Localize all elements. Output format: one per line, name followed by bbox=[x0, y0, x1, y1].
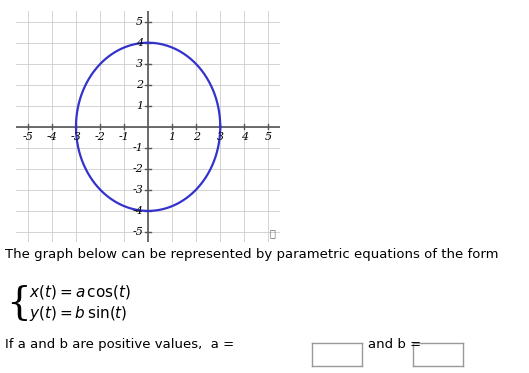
Text: The graph below can be represented by parametric equations of the form: The graph below can be represented by pa… bbox=[5, 248, 499, 261]
Text: -5: -5 bbox=[22, 132, 33, 142]
Text: and b =: and b = bbox=[368, 338, 421, 351]
Text: -3: -3 bbox=[132, 185, 143, 195]
Text: If a and b are positive values,  a =: If a and b are positive values, a = bbox=[5, 338, 234, 351]
Text: -3: -3 bbox=[70, 132, 81, 142]
Text: 🔍: 🔍 bbox=[269, 228, 275, 238]
Text: -1: -1 bbox=[132, 143, 143, 153]
Text: {: { bbox=[6, 285, 31, 322]
Text: 2: 2 bbox=[193, 132, 200, 142]
Text: 3: 3 bbox=[136, 59, 143, 69]
Text: $\mathit{x}(\mathit{t}) = \mathit{a}\,\mathrm{cos}(\mathit{t})$: $\mathit{x}(\mathit{t}) = \mathit{a}\,\m… bbox=[29, 283, 131, 301]
Text: -2: -2 bbox=[95, 132, 105, 142]
Text: -2: -2 bbox=[132, 164, 143, 174]
Text: $\mathit{y}(\mathit{t}) = \mathit{b}\,\mathrm{sin}(\mathit{t})$: $\mathit{y}(\mathit{t}) = \mathit{b}\,\m… bbox=[29, 304, 127, 323]
Text: 3: 3 bbox=[217, 132, 224, 142]
Text: -4: -4 bbox=[47, 132, 57, 142]
Text: -1: -1 bbox=[118, 132, 130, 142]
Text: 1: 1 bbox=[169, 132, 176, 142]
Text: 5: 5 bbox=[136, 17, 143, 27]
Text: 4: 4 bbox=[136, 38, 143, 48]
Text: -4: -4 bbox=[132, 206, 143, 216]
Text: 5: 5 bbox=[265, 132, 272, 142]
Text: 1: 1 bbox=[136, 101, 143, 111]
Text: 4: 4 bbox=[241, 132, 248, 142]
Text: 2: 2 bbox=[136, 80, 143, 90]
Text: -5: -5 bbox=[132, 227, 143, 237]
